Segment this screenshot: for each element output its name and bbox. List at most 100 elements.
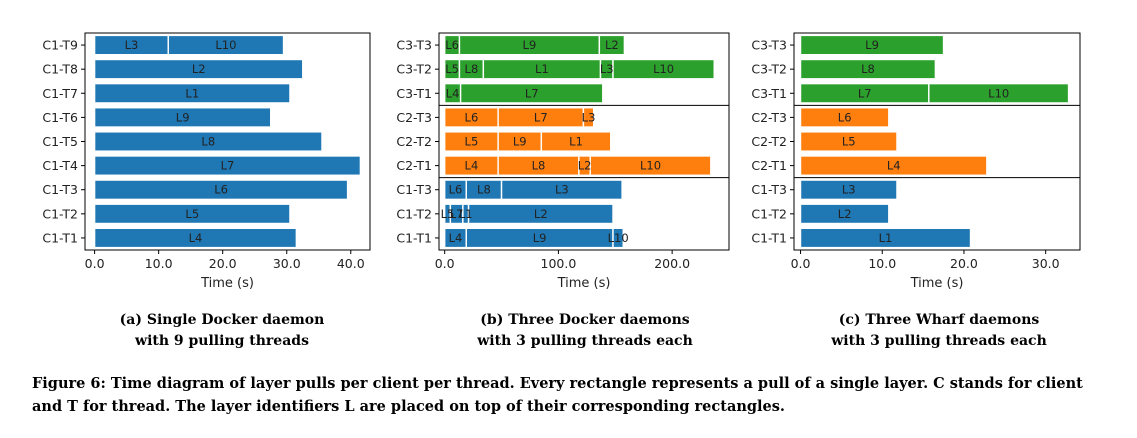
bar-label-c2-t2-l9: L9 (513, 135, 527, 149)
subcaption-b-line2: with 3 pulling threads each (477, 333, 693, 349)
x-axis-title-c: Time (s) (910, 276, 964, 291)
y-tick-label-c2-t1: C2-T1 (751, 158, 787, 173)
subcaption-a-line2: with 9 pulling threads (135, 333, 309, 349)
bar-c1-t9-l10 (167, 34, 285, 56)
bar-label-c2-t1-l2: L2 (578, 159, 592, 173)
subcaption-b: (b) Three Docker daemons with 3 pulling … (435, 310, 735, 352)
bar-c2-t1-l10 (589, 155, 712, 176)
subcaption-c: (c) Three Wharf daemons with 3 pulling t… (789, 310, 1089, 352)
x-tick-label: 20.0 (950, 256, 978, 271)
bar-label-c1-t3-l3: L3 (555, 183, 569, 197)
y-tick-label-c3-t3: C3-T3 (751, 38, 787, 53)
bar-label-c1-t5-l8: L8 (201, 135, 215, 149)
bar-label-c2-t2-l5: L5 (842, 135, 856, 149)
figure-caption: Figure 6: Time diagram of layer pulls pe… (32, 375, 1083, 415)
bar-label-c3-t1-l7: L7 (525, 86, 539, 100)
x-tick-label: 20.0 (209, 256, 237, 271)
bar-label-c1-t3-l6: L6 (449, 183, 463, 197)
bar-label-c3-t1-l10: L10 (988, 86, 1009, 100)
chart-panel-c: L9 L8 L7 L10 L6 L5 L4 L3 L2 L1 C1-T1 C1-T2 C1-T3 C2-T… (751, 32, 1081, 291)
x-tick-label: 40.0 (337, 256, 365, 271)
bar-c2-t1-l4 (799, 155, 988, 176)
bar-label-c3-t1-l7: L7 (858, 86, 872, 100)
bar-c1-t5-l8 (93, 131, 323, 152)
bar-label-c3-t2-l5: L5 (445, 62, 459, 76)
bar-c1-t2-l2 (799, 203, 890, 225)
bar-c2-t2-l5 (799, 131, 898, 152)
bar-label-c1-t2-l2: L2 (534, 207, 548, 221)
bar-label-c3-t3-l6: L6 (445, 38, 459, 52)
bar-c3-t3-l2 (598, 34, 626, 56)
bar-label-c3-t2-l10: L10 (653, 62, 674, 76)
y-tick-label-c1-t1: C1-T1 (42, 230, 78, 245)
x-tick-label: 100.0 (541, 256, 577, 271)
y-tick-label-c1-t9: C1-T9 (42, 38, 78, 53)
y-tick-label-c2-t2: C2-T2 (396, 134, 432, 149)
y-tick-label-c1-t3: C1-T3 (42, 182, 78, 197)
bar-label-c1-t1-l4: L4 (189, 231, 203, 245)
y-tick-label-c1-t3: C1-T3 (396, 182, 432, 197)
bar-label-c2-t2-l1: L1 (569, 135, 583, 149)
bar-label-c1-t2-l5: L5 (185, 207, 199, 221)
bar-c1-t2-l5 (93, 203, 291, 225)
bar-label-c1-t8-l2: L2 (192, 62, 206, 76)
bar-label-c3-t2-l8: L8 (861, 62, 875, 76)
subcaption-b-line1: (b) Three Docker daemons (480, 312, 690, 328)
x-tick-label: 0.0 (791, 256, 811, 271)
y-tick-label-c1-t1: C1-T1 (751, 230, 787, 245)
bar-label-c2-t3-l6: L6 (465, 110, 479, 124)
bar-label-c1-t2-l2: L2 (838, 207, 852, 221)
x-tick-label: 30.0 (273, 256, 301, 271)
bar-label-c2-t3-l6: L6 (838, 110, 852, 124)
y-tick-label-c3-t1: C3-T1 (751, 86, 787, 101)
bar-label-c3-t2-l1: L1 (535, 62, 549, 76)
bar-label-c1-t3-l6: L6 (214, 183, 228, 197)
y-tick-label-c3-t3: C3-T3 (396, 38, 432, 53)
bar-label-c1-t4-l7: L7 (221, 159, 235, 173)
bar-label-c2-t1-l8: L8 (532, 159, 546, 173)
y-tick-label-c1-t2: C1-T2 (396, 206, 432, 221)
bar-label-c1-t3-l3: L3 (842, 183, 856, 197)
y-tick-label-c3-t1: C3-T1 (396, 86, 432, 101)
y-tick-label-c1-t2: C1-T2 (751, 206, 787, 221)
x-axis-title-b: Time (s) (557, 276, 611, 291)
bar-label-c2-t2-l5: L5 (465, 135, 479, 149)
subcaption-c-line2: with 3 pulling threads each (831, 333, 1047, 349)
bar-c3-t2-l8 (799, 58, 937, 80)
bar-c1-t6-l9 (93, 107, 272, 128)
bar-label-c2-t1-l4: L4 (887, 159, 901, 173)
bar-label-c1-t9-l3: L3 (125, 38, 139, 52)
bar-c3-t1-l7 (459, 82, 604, 104)
y-tick-label-c2-t3: C2-T3 (751, 110, 787, 125)
bar-label-c2-t1-l4: L4 (465, 159, 479, 173)
bar-label-c1-t9-l10: L10 (215, 38, 236, 52)
bar-c2-t3-l3 (582, 107, 595, 128)
bar-label-c3-t2-l3: L3 (600, 62, 614, 76)
y-tick-label-c1-t1: C1-T1 (396, 230, 432, 245)
x-tick-label: 0.0 (435, 256, 455, 271)
bar-c1-t7-l1 (93, 82, 291, 104)
bar-label-c3-t3-l9: L9 (523, 38, 537, 52)
bar-label-c1-t2-l1: L1 (459, 207, 473, 221)
y-tick-label-c2-t2: C2-T2 (751, 134, 787, 149)
bar-label-c1-t3-l8: L8 (477, 183, 491, 197)
x-tick-label: 200.0 (654, 256, 690, 271)
bar-label-c1-t1-l4: L4 (449, 231, 463, 245)
bar-c1-t3-l3 (799, 179, 898, 201)
bar-c1-t1-l4 (93, 227, 298, 249)
bar-c1-t3-l6 (93, 179, 349, 201)
bar-label-c2-t3-l3: L3 (582, 110, 596, 124)
x-tick-label: 0.0 (85, 256, 105, 271)
chart-panel-a: L3 L10 L2 L1 L9 L8 L7 L6 L5 L4 C1-T1 C1-T2 C1-T3 C1-T… (42, 32, 371, 291)
subcaption-a: (a) Single Docker daemon with 9 pulling … (72, 310, 372, 352)
bar-label-c3-t1-l4: L4 (446, 86, 460, 100)
y-tick-label-c1-t8: C1-T8 (42, 62, 78, 77)
x-tick-label: 10.0 (868, 256, 896, 271)
bar-label-c1-t7-l1: L1 (185, 86, 199, 100)
y-tick-label-c1-t4: C1-T4 (42, 158, 78, 173)
x-tick-label: 30.0 (1032, 256, 1060, 271)
bar-label-c1-t1-l1: L1 (879, 231, 893, 245)
bar-label-c3-t2-l8: L8 (465, 62, 479, 76)
bar-c3-t1-l10 (928, 82, 1070, 104)
y-tick-label-c3-t2: C3-T2 (751, 62, 787, 77)
